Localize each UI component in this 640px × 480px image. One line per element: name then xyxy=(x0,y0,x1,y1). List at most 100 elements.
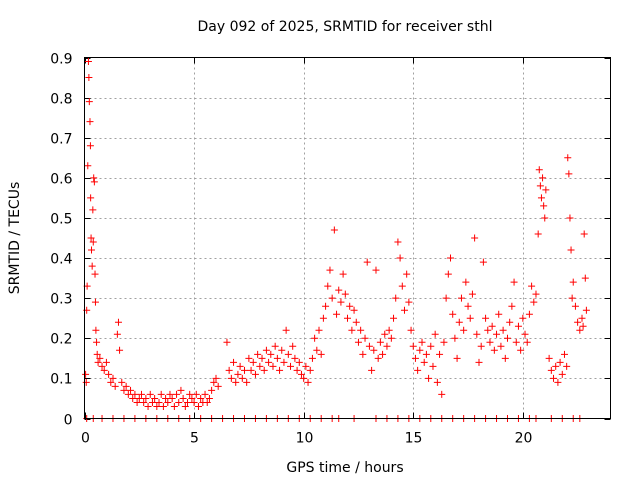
data-point xyxy=(210,378,218,386)
data-point xyxy=(427,342,435,350)
data-point xyxy=(90,174,98,182)
data-point xyxy=(534,230,542,238)
data-point xyxy=(330,226,338,234)
data-point xyxy=(234,370,242,378)
data-point xyxy=(203,398,211,406)
data-point xyxy=(440,338,448,346)
data-point xyxy=(333,310,341,318)
data-point xyxy=(212,374,220,382)
data-point xyxy=(545,354,553,362)
data-point xyxy=(519,314,527,322)
data-point xyxy=(368,366,376,374)
data-point xyxy=(571,302,579,310)
data-point xyxy=(168,394,176,402)
data-point xyxy=(84,58,92,66)
data-point xyxy=(438,390,446,398)
data-point xyxy=(574,318,582,326)
data-point xyxy=(528,282,536,290)
data-point xyxy=(311,334,319,342)
data-point xyxy=(230,358,238,366)
data-point xyxy=(361,334,369,342)
data-point xyxy=(109,374,117,382)
data-point xyxy=(326,266,334,274)
data-point xyxy=(328,294,336,302)
data-point xyxy=(297,370,305,378)
data-point xyxy=(550,374,558,382)
data-point xyxy=(460,326,468,334)
data-point xyxy=(157,390,165,398)
data-point xyxy=(135,394,143,402)
y-tick-label: 0.6 xyxy=(50,172,72,188)
axis-ticks: 0 0.1 0.2 0.3 0.4 0.5 0.6 0.7 0.8 0.9 0 5 10 15 20 xyxy=(50,52,611,447)
data-point xyxy=(563,362,571,370)
data-point xyxy=(175,398,183,406)
data-point xyxy=(186,390,194,398)
data-point xyxy=(475,358,483,366)
data-point xyxy=(381,330,389,338)
gridlines xyxy=(84,57,611,419)
data-point xyxy=(144,402,152,410)
data-point xyxy=(116,346,124,354)
data-point xyxy=(188,394,196,402)
data-point xyxy=(514,322,522,330)
data-point xyxy=(350,306,358,314)
data-point xyxy=(179,394,187,402)
data-point xyxy=(86,142,94,150)
data-point xyxy=(208,386,216,394)
data-point xyxy=(547,366,555,374)
data-point xyxy=(118,378,126,386)
data-point xyxy=(409,342,417,350)
data-point xyxy=(337,298,345,306)
data-point xyxy=(542,186,550,194)
data-point xyxy=(273,354,281,362)
data-point xyxy=(560,350,568,358)
y-tick-label: 0.1 xyxy=(50,372,72,388)
data-points xyxy=(82,58,590,422)
data-point xyxy=(269,362,277,370)
data-point xyxy=(497,342,505,350)
data-point xyxy=(523,338,531,346)
data-point xyxy=(201,390,209,398)
data-point xyxy=(190,398,198,406)
data-point xyxy=(416,346,424,354)
data-point xyxy=(107,378,115,386)
data-point xyxy=(308,354,316,362)
data-point xyxy=(181,402,189,410)
data-point xyxy=(537,194,545,202)
data-point xyxy=(536,182,544,190)
data-point xyxy=(451,334,459,342)
data-point xyxy=(418,338,426,346)
data-point xyxy=(525,310,533,318)
data-point xyxy=(420,358,428,366)
data-point xyxy=(87,234,95,242)
data-point xyxy=(192,390,200,398)
data-point xyxy=(372,266,380,274)
data-point xyxy=(265,358,273,366)
data-point xyxy=(87,194,95,202)
data-point xyxy=(464,302,472,310)
data-point xyxy=(429,362,437,370)
data-point xyxy=(473,330,481,338)
data-point xyxy=(580,230,588,238)
data-point xyxy=(339,270,347,278)
data-point xyxy=(113,330,121,338)
data-point xyxy=(100,366,108,374)
data-point xyxy=(455,318,463,326)
data-point xyxy=(466,314,474,322)
data-point xyxy=(105,370,113,378)
data-point xyxy=(127,386,135,394)
data-point xyxy=(341,290,349,298)
data-point xyxy=(444,270,452,278)
data-point xyxy=(114,318,122,326)
data-point xyxy=(387,334,395,342)
data-point xyxy=(319,314,327,322)
data-point xyxy=(582,306,590,314)
data-point xyxy=(383,342,391,350)
data-point xyxy=(162,394,170,402)
x-axis-title: GPS time / hours xyxy=(286,460,403,476)
data-point xyxy=(245,354,253,362)
data-point xyxy=(453,354,461,362)
data-point xyxy=(177,386,185,394)
data-point xyxy=(249,358,257,366)
data-point xyxy=(166,390,174,398)
